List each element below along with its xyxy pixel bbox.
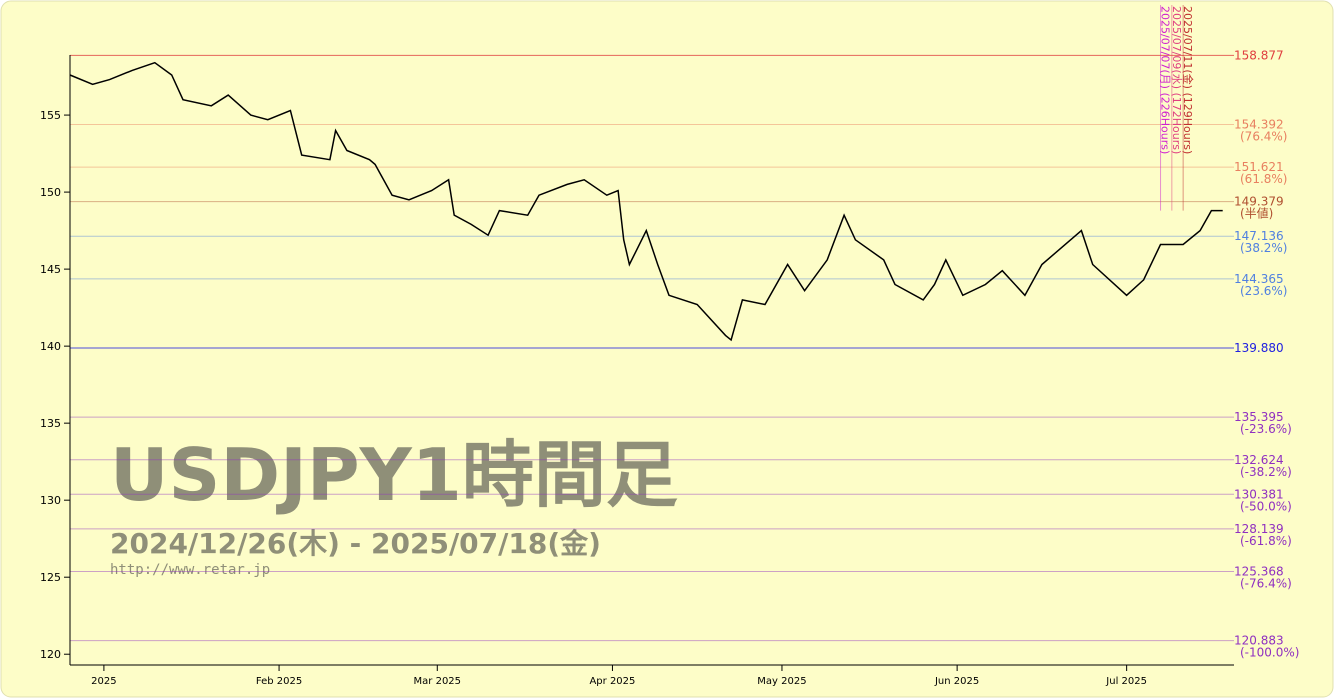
level-note: (半値) bbox=[1240, 206, 1273, 221]
level-note: (-76.4%) bbox=[1240, 577, 1292, 591]
watermark-title: USDJPY1時間足 bbox=[110, 433, 678, 517]
y-tick-label: 120 bbox=[40, 648, 61, 661]
price-line bbox=[69, 61, 1223, 342]
level-label: 149.379 bbox=[1234, 195, 1284, 209]
level-label: 154.392 bbox=[1234, 117, 1284, 131]
level-label: 120.883 bbox=[1234, 634, 1284, 648]
x-tick-label: Apr 2025 bbox=[589, 676, 635, 687]
level-label: 158.877 bbox=[1234, 48, 1284, 62]
x-tick-label: Jul 2025 bbox=[1105, 676, 1147, 687]
x-tick-label: May 2025 bbox=[757, 676, 806, 687]
level-note: (-61.8%) bbox=[1240, 534, 1292, 548]
level-note: (76.4%) bbox=[1240, 129, 1287, 143]
marker-label: 2025/07/09(水) (172Hours) bbox=[1170, 6, 1183, 154]
watermark-subtitle: 2024/12/26(木) - 2025/07/18(金) bbox=[110, 527, 601, 560]
y-tick-label: 130 bbox=[40, 494, 61, 507]
level-label: 144.365 bbox=[1234, 272, 1284, 286]
x-tick-label: Jun 2025 bbox=[934, 676, 979, 687]
level-note: (-23.6%) bbox=[1240, 422, 1292, 436]
level-label: 128.139 bbox=[1234, 522, 1284, 536]
level-label: 147.136 bbox=[1234, 229, 1284, 243]
marker-label: 2025/07/07(月) (226Hours) bbox=[1159, 6, 1172, 154]
marker-label: 2025/07/11(金) (129Hours) bbox=[1181, 6, 1195, 154]
level-note: (61.8%) bbox=[1240, 172, 1287, 186]
y-tick-label: 150 bbox=[40, 186, 61, 199]
level-label: 130.381 bbox=[1234, 487, 1284, 501]
level-label: 151.621 bbox=[1234, 160, 1284, 174]
level-label: 135.395 bbox=[1234, 410, 1284, 424]
y-tick-label: 140 bbox=[40, 340, 61, 353]
level-label: 125.368 bbox=[1234, 565, 1284, 579]
level-note: (-50.0%) bbox=[1240, 499, 1292, 513]
level-label: 139.880 bbox=[1234, 341, 1284, 355]
y-tick-label: 135 bbox=[40, 417, 61, 430]
level-note: (38.2%) bbox=[1240, 241, 1287, 255]
level-note: (-100.0%) bbox=[1240, 646, 1299, 660]
level-label: 132.624 bbox=[1234, 453, 1284, 467]
level-note: (-38.2%) bbox=[1240, 465, 1292, 479]
x-tick-label: 2025 bbox=[91, 676, 116, 687]
level-note: (23.6%) bbox=[1240, 284, 1287, 298]
watermark-source: http://www.retar.jp bbox=[110, 562, 270, 578]
x-tick-label: Feb 2025 bbox=[256, 676, 302, 687]
x-tick-label: Mar 2025 bbox=[414, 676, 462, 687]
y-tick-label: 125 bbox=[40, 571, 61, 584]
y-tick-label: 155 bbox=[40, 109, 61, 122]
y-tick-label: 145 bbox=[40, 263, 61, 276]
